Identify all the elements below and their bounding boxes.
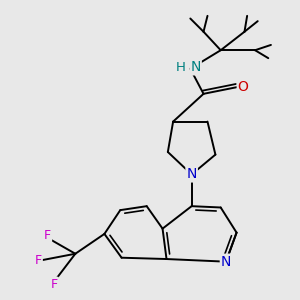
Text: N: N — [190, 60, 201, 74]
Text: F: F — [35, 254, 42, 267]
Text: N: N — [186, 167, 197, 182]
Text: H: H — [176, 61, 186, 74]
Text: F: F — [51, 278, 58, 291]
Text: F: F — [44, 229, 51, 242]
Text: N: N — [221, 255, 231, 269]
Text: O: O — [238, 80, 249, 94]
